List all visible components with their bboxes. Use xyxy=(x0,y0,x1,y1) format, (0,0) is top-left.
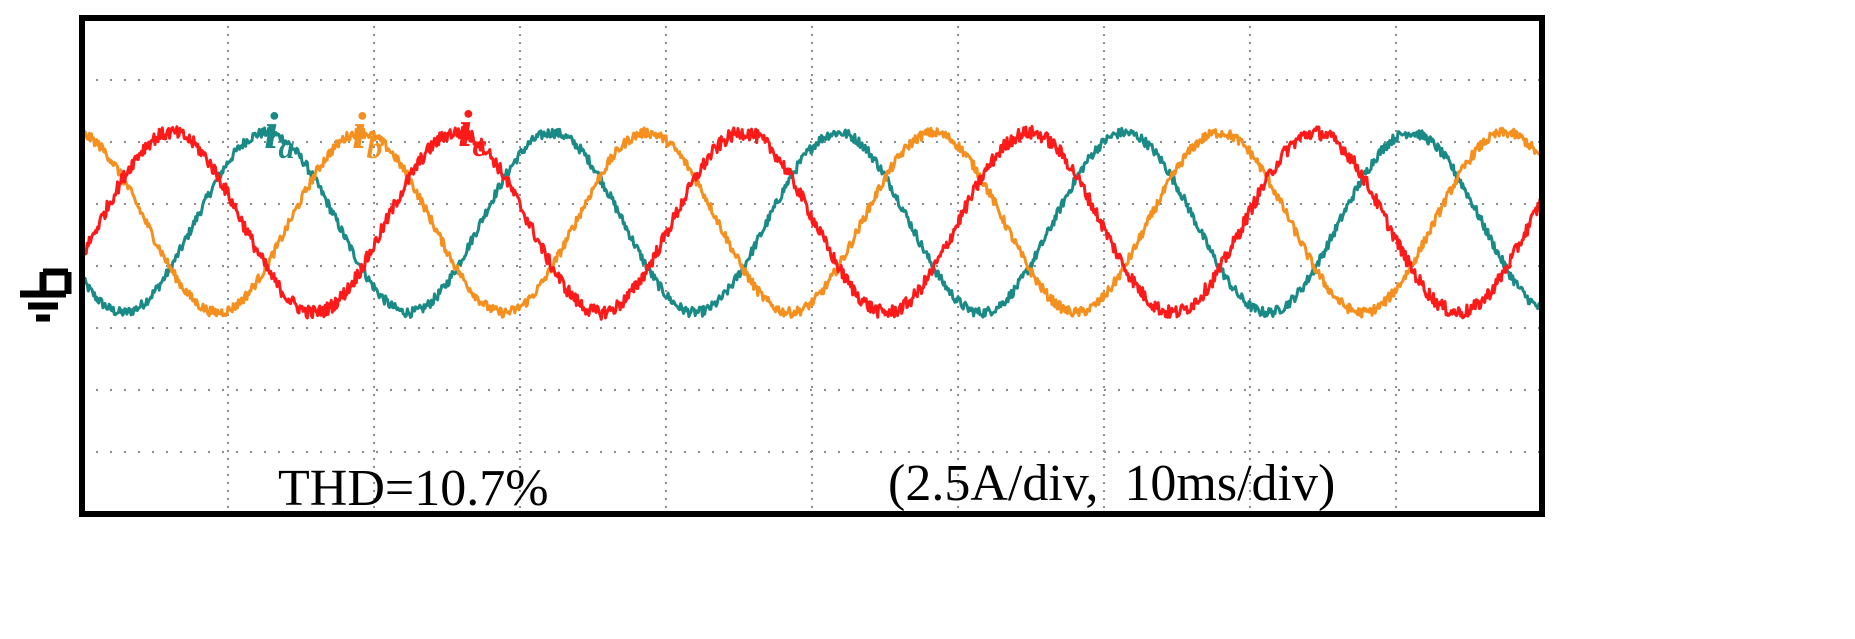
thd-annotation: THD=10.7% xyxy=(278,460,549,517)
series-label-ic-main: i xyxy=(458,101,473,158)
series-line-ic xyxy=(80,124,1544,321)
scale-annotation: (2.5A/div, 10ms/div) xyxy=(888,455,1335,512)
series-label-ia: ia xyxy=(264,103,294,165)
series-label-ib: ib xyxy=(352,103,382,165)
grid xyxy=(82,18,1542,514)
series-line-ib xyxy=(80,126,1544,319)
plot-frame xyxy=(79,15,1545,517)
traces xyxy=(80,124,1544,321)
series-label-ib-main: i xyxy=(352,103,367,160)
series-label-ic: ic xyxy=(458,101,487,163)
series-label-ic-sub: c xyxy=(472,127,486,163)
ground-icon xyxy=(20,268,72,322)
series-label-ia-main: i xyxy=(264,103,279,160)
series-label-ia-sub: a xyxy=(278,129,294,165)
series-label-ib-sub: b xyxy=(366,129,382,165)
series-line-ia xyxy=(80,126,1543,319)
